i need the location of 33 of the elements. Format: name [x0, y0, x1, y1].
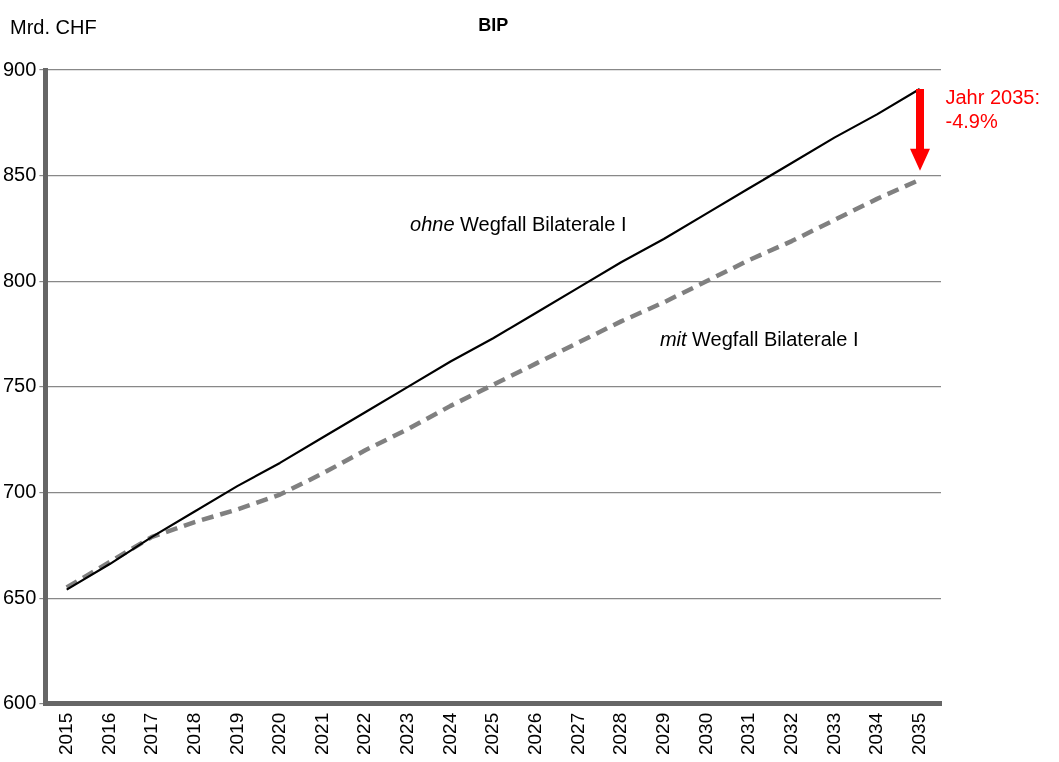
x-tick-label: 2018	[182, 712, 204, 756]
annotation: mit Wegfall Bilaterale I	[659, 328, 859, 351]
annotation: ohne Wegfall Bilaterale I	[410, 212, 627, 235]
x-tick-label: 2033	[822, 712, 844, 756]
x-tick-label: 2031	[737, 712, 759, 756]
x-tick-label: 2022	[353, 712, 375, 756]
x-tick-label: 2019	[225, 712, 247, 756]
x-tick-label: 2034	[865, 712, 887, 756]
x-tick-label: 2035	[907, 712, 929, 756]
x-tick-label: 2016	[97, 712, 119, 756]
x-tick-label: 2025	[481, 712, 503, 756]
x-tick-label: 2032	[779, 712, 801, 756]
x-tick-label: 2027	[566, 712, 588, 756]
y-tick-label: 800	[2, 268, 37, 291]
chart-title: BIP	[478, 14, 509, 35]
x-tick-label: 2028	[609, 712, 631, 756]
x-tick-label: 2020	[268, 712, 290, 756]
y-tick-label: 650	[2, 585, 37, 608]
y-tick-label: 600	[2, 691, 37, 714]
x-tick-label: 2021	[310, 712, 332, 756]
y-tick-label: 850	[2, 163, 37, 186]
y-tick-label: 750	[2, 374, 37, 397]
text: Jahr 2035: -4.9%	[945, 86, 1040, 133]
x-tick-label: 2017	[140, 712, 162, 756]
x-tick-label: 2030	[694, 712, 716, 756]
x-tick-label: 2015	[54, 712, 76, 756]
x-tick-label: 2023	[396, 712, 418, 756]
y-axis-title: Mrd. CHF	[10, 15, 97, 38]
x-tick-label: 2029	[652, 712, 674, 756]
x-tick-label: 2026	[524, 712, 546, 756]
x-tick-label: 2024	[438, 712, 460, 756]
y-tick-label: 700	[2, 480, 37, 502]
y-tick-label: 900	[2, 57, 37, 80]
